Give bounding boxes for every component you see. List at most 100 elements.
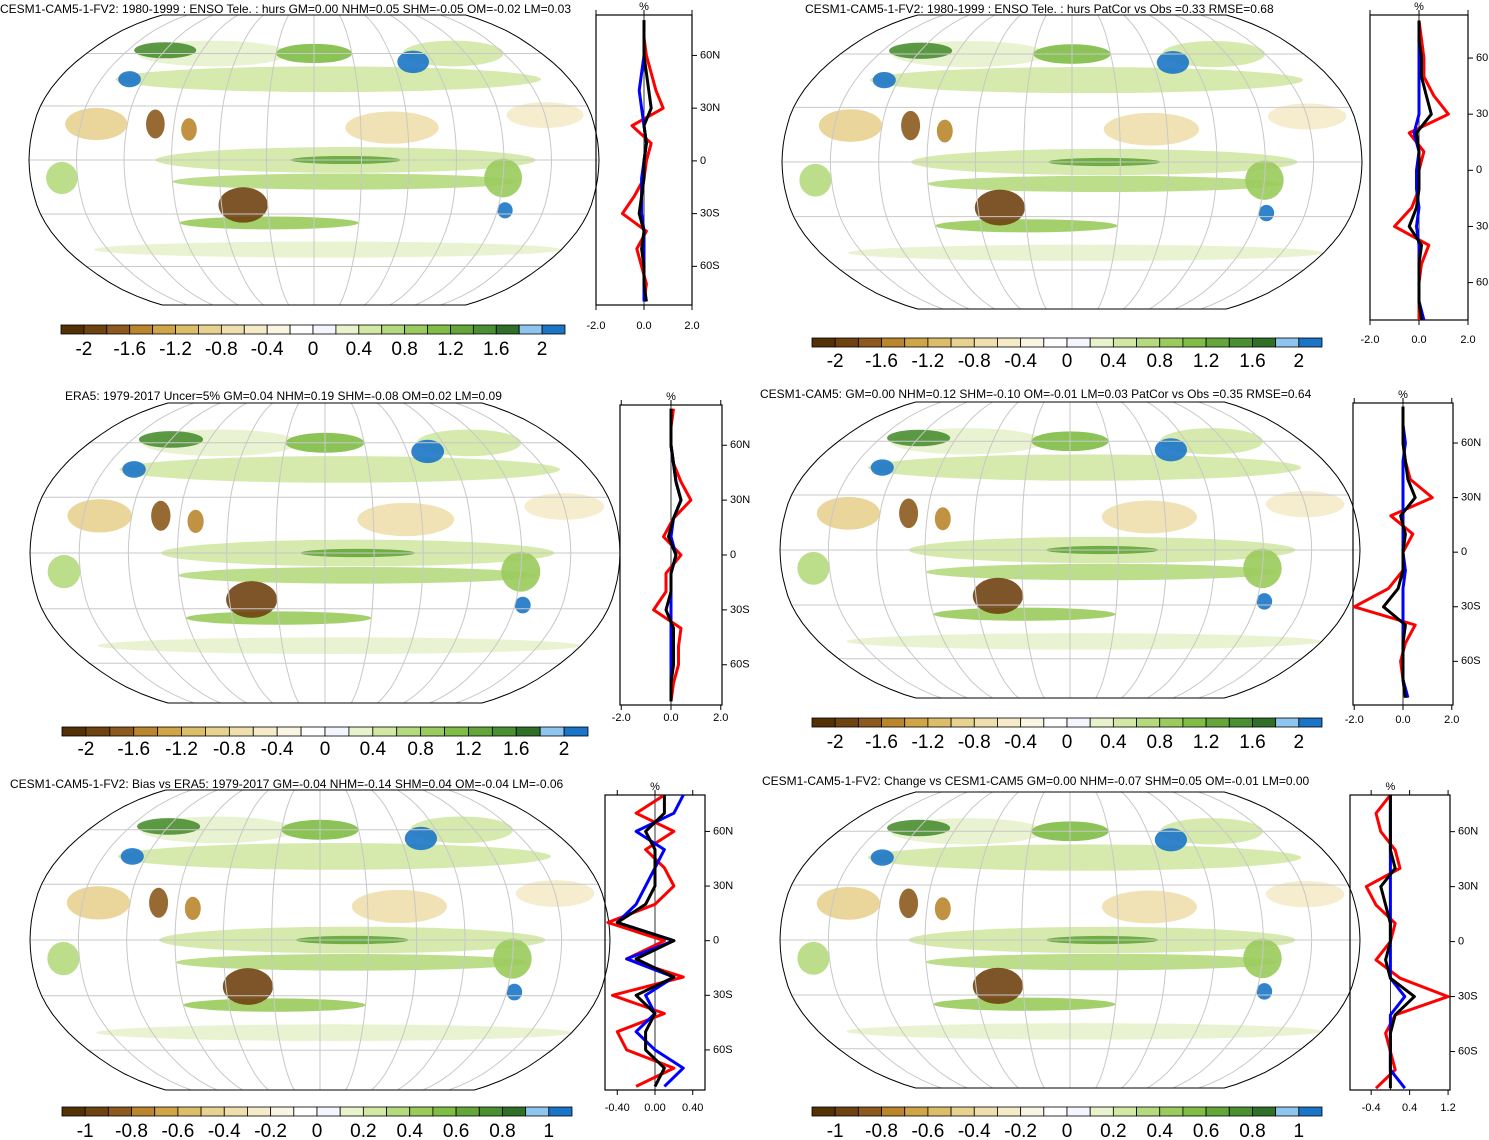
colorbar-label: -0.8 bbox=[958, 732, 991, 753]
colorbar-label: -1.6 bbox=[865, 732, 898, 753]
colorbar-box bbox=[362, 1106, 387, 1117]
profile-line bbox=[1364, 795, 1450, 1090]
colorbar-box bbox=[1205, 717, 1230, 728]
profile-line bbox=[637, 20, 653, 302]
map-field-patch bbox=[226, 581, 278, 618]
colorbar-box bbox=[1252, 1106, 1277, 1117]
colorbar-box bbox=[339, 1106, 364, 1117]
graticule bbox=[218, 15, 264, 305]
colorbar-box bbox=[1159, 717, 1184, 728]
colorbar-box bbox=[1112, 337, 1137, 348]
colorbar-box bbox=[1298, 337, 1323, 348]
profile-line bbox=[1382, 406, 1417, 698]
colorbar-box bbox=[444, 726, 469, 737]
colorbar-box bbox=[83, 324, 108, 335]
colorbar-box bbox=[198, 324, 222, 335]
colorbar-box bbox=[175, 324, 199, 335]
colorbar-box bbox=[515, 726, 541, 737]
colorbar-box bbox=[927, 337, 952, 348]
graticule bbox=[924, 402, 994, 698]
x-tick-label: 2.0 bbox=[1444, 714, 1459, 726]
colorbar-box bbox=[396, 726, 422, 737]
colorbar-box bbox=[1298, 717, 1323, 728]
map-field-patch bbox=[934, 507, 951, 531]
colorbar-box bbox=[1159, 1106, 1184, 1117]
panel-title: ERA5: 1979-2017 Uncer=5% GM=0.04 NHM=0.1… bbox=[65, 389, 502, 403]
graticule bbox=[345, 790, 369, 1090]
colorbar-box bbox=[881, 337, 906, 348]
colorbar-box bbox=[1182, 717, 1207, 728]
colorbar-box bbox=[495, 324, 520, 335]
colorbar-box bbox=[904, 717, 929, 728]
colorbar-box bbox=[300, 726, 326, 737]
colorbar-box bbox=[881, 717, 906, 728]
graticule bbox=[972, 792, 1019, 1088]
profile-line bbox=[615, 795, 676, 1088]
colorbar-label: 0.4 bbox=[397, 1121, 424, 1140]
profile-line bbox=[1379, 795, 1416, 1089]
colorbar-label: -0.6 bbox=[912, 1121, 945, 1140]
colorbar-box bbox=[358, 324, 383, 335]
x-tick-label: -2.0 bbox=[1345, 714, 1364, 726]
colorbar-box bbox=[1136, 337, 1161, 348]
map bbox=[780, 792, 1360, 1088]
map-field-patch bbox=[397, 50, 430, 74]
colorbar-label: 0.4 bbox=[346, 339, 373, 360]
colorbar-box bbox=[997, 337, 1022, 348]
map-field-patch bbox=[974, 189, 1025, 226]
profile-unit: % bbox=[1398, 389, 1408, 401]
colorbar-box bbox=[1228, 1106, 1253, 1117]
map-outline bbox=[781, 14, 1363, 310]
graticule bbox=[338, 15, 363, 305]
colorbar-box bbox=[472, 324, 497, 335]
colorbar-box bbox=[857, 1106, 882, 1117]
graticule bbox=[222, 790, 269, 1090]
colorbar-label: 0.4 bbox=[1147, 1121, 1174, 1140]
graticule bbox=[226, 403, 274, 703]
map-outline bbox=[779, 401, 1361, 699]
colorbar-box bbox=[324, 726, 350, 737]
map-field-patch bbox=[120, 848, 144, 865]
colorbar-box bbox=[491, 726, 517, 737]
colorbar-label: -1.6 bbox=[117, 739, 150, 760]
colorbar-box bbox=[133, 726, 159, 737]
y-tick-label: 60N bbox=[713, 825, 733, 837]
graticule bbox=[878, 15, 970, 309]
colorbar-box bbox=[228, 726, 254, 737]
graticule bbox=[1146, 402, 1216, 698]
graticule bbox=[827, 792, 942, 1088]
colorbar-box bbox=[811, 337, 836, 348]
colorbar-label: 1.2 bbox=[455, 739, 481, 760]
graticule bbox=[123, 15, 214, 305]
colorbar-label: 1.2 bbox=[1193, 351, 1219, 372]
profile-line bbox=[1388, 795, 1407, 1090]
graticule bbox=[275, 403, 300, 703]
colorbar-label: 0 bbox=[312, 1121, 323, 1140]
map-field-patch bbox=[936, 119, 953, 143]
colorbar-box bbox=[404, 324, 428, 335]
y-tick-label: 60S bbox=[730, 659, 750, 671]
graticule bbox=[1200, 15, 1315, 309]
y-tick-label: 60S bbox=[1476, 276, 1489, 288]
map-field-patch bbox=[122, 461, 146, 478]
graticule bbox=[1021, 792, 1045, 1088]
x-tick-label: 0.0 bbox=[636, 320, 651, 332]
x-tick-label: 0.00 bbox=[644, 1102, 665, 1114]
graticule bbox=[1097, 15, 1121, 309]
map-outline bbox=[779, 791, 1361, 1089]
graticule bbox=[924, 792, 994, 1088]
colorbar-box bbox=[1089, 337, 1114, 348]
colorbar-label: -0.4 bbox=[1004, 351, 1037, 372]
x-tick-label: 2.0 bbox=[684, 320, 699, 332]
graticule bbox=[1121, 402, 1168, 698]
y-tick-label: 30N bbox=[1476, 108, 1489, 120]
colorbar-label: 0.2 bbox=[1100, 1121, 1126, 1140]
map-field-patch bbox=[799, 163, 832, 197]
x-tick-label: 2.0 bbox=[1460, 334, 1475, 346]
graticule bbox=[371, 790, 418, 1090]
y-tick-label: 30S bbox=[1458, 990, 1478, 1002]
colorbar-box bbox=[247, 1106, 272, 1117]
colorbar-label: 1.6 bbox=[483, 339, 509, 360]
graticule bbox=[448, 790, 563, 1090]
colorbar-label: -0.4 bbox=[208, 1121, 241, 1140]
